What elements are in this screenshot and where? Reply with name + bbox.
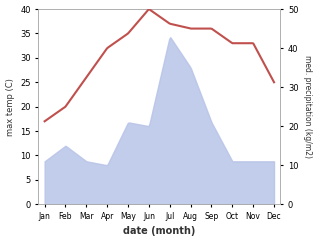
Y-axis label: med. precipitation (kg/m2): med. precipitation (kg/m2) — [303, 55, 313, 158]
Y-axis label: max temp (C): max temp (C) — [5, 78, 15, 136]
X-axis label: date (month): date (month) — [123, 227, 196, 236]
